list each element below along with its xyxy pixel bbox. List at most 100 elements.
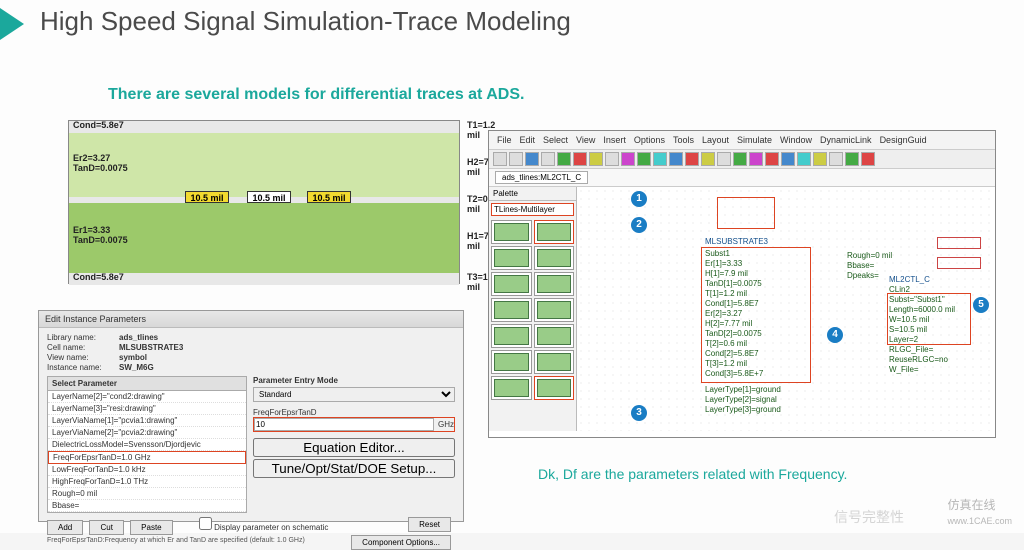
- ads-menubar[interactable]: File Edit Select View Insert Options Tools Layo…: [489, 131, 995, 150]
- palette-item[interactable]: [491, 376, 532, 400]
- cell-val: MLSUBSTRATE3: [119, 343, 183, 352]
- slide: High Speed Signal Simulation-Trace Model…: [0, 0, 1024, 533]
- toolbar-icon[interactable]: [541, 152, 555, 166]
- display-checkbox[interactable]: [199, 517, 212, 530]
- palette-item[interactable]: [491, 350, 532, 374]
- menu-item[interactable]: Layout: [702, 135, 729, 145]
- param-item[interactable]: LowFreqForTanD=1.0 kHz: [48, 464, 246, 476]
- palette-item[interactable]: [534, 324, 575, 348]
- toolbar-icon[interactable]: [509, 152, 523, 166]
- menu-item[interactable]: File: [497, 135, 512, 145]
- param-item[interactable]: LayerViaName[2]="pcvia2:drawing": [48, 427, 246, 439]
- toolbar-icon[interactable]: [781, 152, 795, 166]
- toolbar-icon[interactable]: [797, 152, 811, 166]
- palette-item[interactable]: [534, 246, 575, 270]
- param-item[interactable]: DielectricLossModel=Svensson/Djordjevic: [48, 439, 246, 451]
- toolbar-icon[interactable]: [621, 152, 635, 166]
- bottom-note: Dk, Df are the parameters related with F…: [538, 466, 847, 482]
- menu-item[interactable]: Window: [780, 135, 812, 145]
- menu-item[interactable]: Tools: [673, 135, 694, 145]
- menu-item[interactable]: Select: [543, 135, 568, 145]
- menu-item[interactable]: Simulate: [737, 135, 772, 145]
- ml2ctl-symbol[interactable]: [937, 237, 981, 249]
- toolbar-icon[interactable]: [765, 152, 779, 166]
- param-item[interactable]: LayerViaName[1]="pcvia1:drawing": [48, 415, 246, 427]
- toolbar-icon[interactable]: [605, 152, 619, 166]
- toolbar-icon[interactable]: [733, 152, 747, 166]
- toolbar-icon[interactable]: [493, 152, 507, 166]
- toolbar-icon[interactable]: [669, 152, 683, 166]
- lib-label: Library name:: [47, 333, 119, 342]
- trace-3: 10.5 mil: [307, 191, 351, 203]
- toolbar-icon[interactable]: [637, 152, 651, 166]
- ml2ctl-symbol[interactable]: [937, 257, 981, 269]
- param-item[interactable]: HighFreqForTanD=1.0 THz: [48, 476, 246, 488]
- palette-item[interactable]: [491, 220, 532, 244]
- lib-val: ads_tlines: [119, 333, 158, 342]
- ads-schematic-window: File Edit Select View Insert Options Tools Layo…: [488, 130, 996, 438]
- param-item[interactable]: Rough=0 mil: [48, 488, 246, 500]
- layer-params: LayerType[1]=groundLayerType[2]=signalLa…: [705, 385, 781, 415]
- palette-item[interactable]: [491, 298, 532, 322]
- palette-item[interactable]: [534, 298, 575, 322]
- cs-left-2: Er1=3.33 TanD=0.0075: [73, 225, 128, 245]
- dialog-body: Library name:ads_tlines Cell name:MLSUBS…: [39, 328, 463, 548]
- menu-item[interactable]: DynamicLink: [820, 135, 872, 145]
- param-item[interactable]: Bbase=: [48, 500, 246, 512]
- toolbar-icon[interactable]: [701, 152, 715, 166]
- freq-input[interactable]: [254, 418, 434, 431]
- toolbar-icon[interactable]: [813, 152, 827, 166]
- param-item[interactable]: LayerName[2]="cond2:drawing": [48, 391, 246, 403]
- toolbar-icon[interactable]: [717, 152, 731, 166]
- palette-item[interactable]: [491, 272, 532, 296]
- palette-item[interactable]: [534, 220, 575, 244]
- palette-combo[interactable]: TLines-Multilayer: [491, 203, 574, 216]
- palette-grid: [489, 218, 576, 402]
- palette-item[interactable]: [491, 324, 532, 348]
- palette-item[interactable]: [491, 246, 532, 270]
- menu-item[interactable]: Insert: [603, 135, 626, 145]
- palette-title: Palette: [489, 187, 576, 201]
- cond-bot: [69, 273, 459, 285]
- toolbar-icon[interactable]: [573, 152, 587, 166]
- slide-title: High Speed Signal Simulation-Trace Model…: [40, 6, 571, 37]
- trace-1: 10.5 mil: [185, 191, 229, 203]
- menu-item[interactable]: View: [576, 135, 595, 145]
- menu-item[interactable]: DesignGuid: [880, 135, 927, 145]
- substrate-params: Subst1Er[1]=3.33H[1]=7.9 milTanD[1]=0.00…: [705, 249, 763, 379]
- reset-button[interactable]: Reset: [408, 517, 451, 532]
- toolbar-icon[interactable]: [589, 152, 603, 166]
- toolbar-icon[interactable]: [653, 152, 667, 166]
- param-list[interactable]: Select Parameter LayerName[2]="cond2:dra…: [47, 376, 247, 513]
- equation-editor-button[interactable]: Equation Editor...: [253, 438, 455, 457]
- cond-top: [69, 121, 459, 133]
- toolbar-icon[interactable]: [525, 152, 539, 166]
- palette-item[interactable]: [534, 272, 575, 296]
- param-item[interactable]: FreqForEpsrTanD=1.0 GHz: [48, 451, 246, 464]
- ml2ctl-params: Subst="Subst1"Length=6000.0 milW=10.5 mi…: [889, 295, 955, 375]
- inst-val: SW_M6G: [119, 363, 154, 372]
- callout-5: 5: [973, 297, 989, 313]
- palette-item[interactable]: [534, 376, 575, 400]
- substrate-symbol[interactable]: [717, 197, 775, 229]
- component-options-button[interactable]: Component Options...: [351, 535, 451, 550]
- toolbar-icon[interactable]: [557, 152, 571, 166]
- toolbar-icon[interactable]: [861, 152, 875, 166]
- menu-item[interactable]: Edit: [520, 135, 536, 145]
- toolbar-icon[interactable]: [829, 152, 843, 166]
- inst-label: Instance name:: [47, 363, 119, 372]
- ads-toolbar[interactable]: [489, 150, 995, 169]
- param-item[interactable]: LayerName[3]="resi:drawing": [48, 403, 246, 415]
- param-list-hdr: Select Parameter: [48, 377, 246, 391]
- ads-tab[interactable]: ads_tlines:ML2CTL_C: [495, 171, 588, 184]
- edit-instance-dialog: Edit Instance Parameters Library name:ad…: [38, 310, 464, 522]
- menu-item[interactable]: Options: [634, 135, 665, 145]
- display-label: Display parameter on schematic: [214, 523, 328, 532]
- schematic-canvas[interactable]: 1 2 3 4 5 MLSUBSTRATE3 Subst1Er[1]=3.33H…: [577, 187, 995, 431]
- toolbar-icon[interactable]: [685, 152, 699, 166]
- tune-button[interactable]: Tune/Opt/Stat/DOE Setup...: [253, 459, 455, 478]
- toolbar-icon[interactable]: [749, 152, 763, 166]
- palette-item[interactable]: [534, 350, 575, 374]
- param-mode-select[interactable]: Standard: [253, 387, 455, 402]
- toolbar-icon[interactable]: [845, 152, 859, 166]
